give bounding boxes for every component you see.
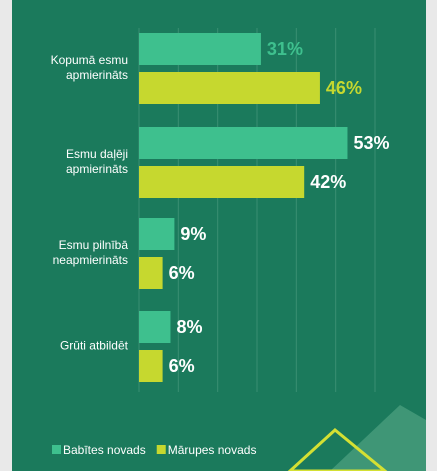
value-label: 9% xyxy=(180,224,206,244)
decor-shape xyxy=(330,405,426,471)
bar xyxy=(139,166,305,198)
value-label: 31% xyxy=(267,39,303,59)
legend-label: Mārupes novads xyxy=(168,443,257,457)
value-label: 8% xyxy=(176,317,202,337)
category-label: Kopumā esmu apmierināts xyxy=(51,53,128,82)
value-label: 6% xyxy=(169,263,195,283)
value-label: 6% xyxy=(169,356,195,376)
bar xyxy=(139,311,171,343)
category-label: Grūti atbildēt xyxy=(60,339,129,353)
category-label: Esmu pilnībā neapmierināts xyxy=(53,238,129,267)
bar xyxy=(139,350,163,382)
legend-swatch xyxy=(52,445,61,454)
category-label: Esmu daļēji apmierināts xyxy=(66,147,128,176)
legend-swatch xyxy=(156,445,166,454)
value-label: 42% xyxy=(310,172,346,192)
bar xyxy=(139,257,163,289)
bar xyxy=(139,72,320,104)
value-label: 46% xyxy=(326,78,362,98)
bar xyxy=(139,127,348,159)
value-label: 53% xyxy=(353,133,389,153)
legend-label: Babītes novads xyxy=(63,443,146,457)
bar xyxy=(139,218,175,250)
bar xyxy=(139,33,261,65)
decor-triangle xyxy=(287,428,388,471)
